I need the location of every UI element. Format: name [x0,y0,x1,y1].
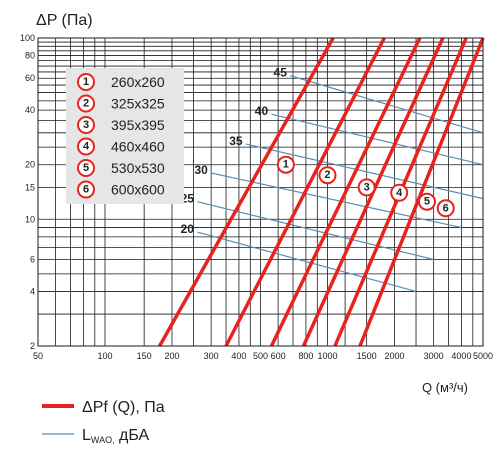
series-marker-5 [417,192,436,211]
noise-labels: 20 25 30 35 40 45 [181,66,288,236]
noise-label-20: 20 [181,222,195,236]
x-tick-label: 150 [137,351,152,361]
y-tick-label: 2 [30,341,35,351]
series-marker-1 [276,155,295,174]
series-marker-label-1: 1 [283,159,289,171]
series-markers: 1 2 3 4 5 6 [276,155,455,218]
x-tick-label: 3000 [424,351,444,361]
x-tick-label: 300 [204,351,219,361]
noise-legend-main: L [82,427,91,444]
legend-marker-label-6: 6 [83,184,89,196]
y-tick-label: 80 [25,51,35,61]
legend-marker-2 [77,94,95,113]
y-tick-label: 60 [25,73,35,83]
legend-size-2: 325x325 [111,96,165,112]
bottom-legend: ΔPf (Q), Па LWAO, дБА [42,399,165,445]
noise-label-40: 40 [255,104,269,118]
series-marker-6 [436,199,455,218]
legend-marker-label-1: 1 [83,76,89,88]
legend-marker-label-5: 5 [83,162,89,174]
legend-marker-4 [77,137,95,156]
legend-marker-6 [77,180,95,199]
series-marker-4 [390,183,409,202]
legend-marker-label-2: 2 [83,98,89,110]
y-tick-label: 100 [20,33,35,43]
x-tick-label: 400 [231,351,246,361]
pressure-line-3 [269,37,422,347]
noise-label-25: 25 [181,192,195,206]
noise-lines [197,75,484,293]
x-tick-label: 200 [164,351,179,361]
x-tick-label: 800 [298,351,313,361]
x-tick-label: 2000 [384,351,404,361]
y-tick-label: 4 [30,286,35,296]
series-marker-label-2: 2 [324,169,330,181]
legend-size-5: 530x530 [111,160,165,176]
noise-legend-unit: дБА [115,427,150,444]
noise-legend-sub: WAO, [91,435,115,445]
legend-marker-label-4: 4 [83,141,90,153]
x-axis-label: Q (м³/ч) [422,380,468,395]
pressure-legend-label: ΔPf (Q), Па [82,399,165,416]
pressure-line-1 [158,37,335,347]
legend-marker-1 [77,73,95,91]
x-tick-label: 50 [33,351,43,361]
noise-line-40 [271,113,484,166]
series-marker-label-3: 3 [364,181,370,193]
x-tick-label: 600 [271,351,286,361]
y-tick-label: 40 [25,105,35,115]
pressure-lines [158,37,485,347]
legend-size-3: 395x395 [111,117,165,133]
series-marker-3 [357,178,376,197]
y-tick-label: 10 [25,214,35,224]
noise-label-30: 30 [194,163,208,177]
series-marker-label-6: 6 [443,202,449,214]
noise-line-20 [197,231,417,293]
series-marker-2 [318,166,337,185]
y-tick-label: 6 [30,255,35,265]
x-tick-label: 4000 [451,351,471,361]
series-marker-label-5: 5 [424,196,430,208]
legend-size-4: 460x460 [111,139,165,155]
pressure-line-6 [358,37,485,347]
noise-label-35: 35 [229,134,243,148]
legend-marker-label-3: 3 [83,119,89,131]
y-tick-label: 20 [25,160,35,170]
legend-marker-5 [77,159,95,177]
x-tick-label: 100 [97,351,112,361]
x-tick-label: 5000 [473,351,493,361]
series-marker-label-4: 4 [396,187,403,199]
legend-size-1: 260x260 [111,74,165,90]
noise-legend-label: LWAO, дБА [82,427,150,445]
x-tick-label: 1500 [357,351,377,361]
size-legend: 1 260x260 2 325x325 3 395x395 4 460x460 5 530x530… [66,68,184,204]
y-axis-label: ΔP (Па) [36,12,93,29]
noise-label-45: 45 [274,66,288,80]
y-tick-label: 15 [25,182,35,192]
x-tick-label: 1000 [317,351,337,361]
pressure-line-2 [224,37,386,347]
legend-marker-3 [77,116,95,134]
plot-frame [37,37,484,347]
legend-size-6: 600x600 [111,182,165,198]
x-tick-label: 500 [253,351,268,361]
noise-line-35 [245,143,484,200]
